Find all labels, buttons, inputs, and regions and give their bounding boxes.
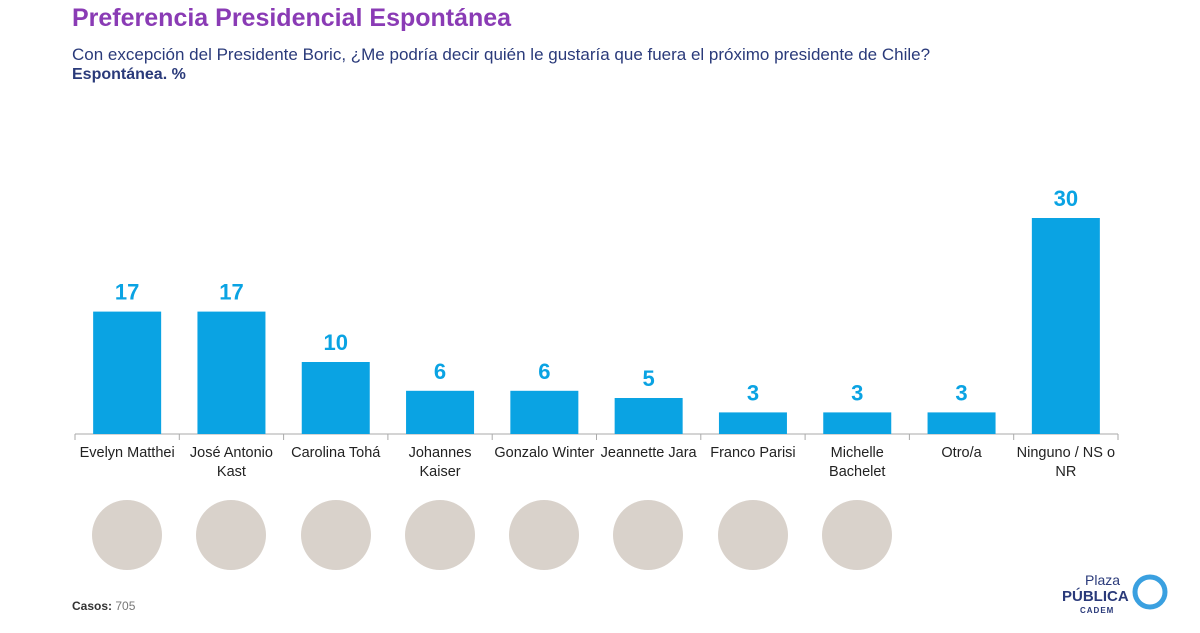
value-label: 6	[434, 359, 446, 384]
photo	[509, 500, 579, 570]
photo	[718, 500, 788, 570]
logo-text: CADEM	[1080, 606, 1115, 615]
value-label: 17	[219, 280, 243, 305]
x-tick-label: Ninguno / NS o NR	[1016, 445, 1116, 480]
photo	[301, 500, 371, 570]
photo	[613, 500, 683, 570]
footer: Casos: 705	[72, 599, 135, 613]
bar	[301, 362, 370, 434]
x-tick-label: Otro/a	[941, 445, 982, 461]
bar	[718, 412, 787, 434]
footer-label: Casos:	[72, 599, 113, 613]
bar	[823, 412, 892, 434]
logo-text: Plaza	[1085, 572, 1121, 588]
bar	[510, 390, 579, 434]
bar	[406, 390, 475, 434]
footer-value: 705	[115, 599, 136, 613]
value-label: 30	[1054, 186, 1078, 211]
unit-note: Espontánea. %	[72, 66, 186, 83]
bar	[197, 311, 266, 434]
bar	[93, 311, 162, 434]
value-label: 17	[115, 280, 139, 305]
logo-mark	[1132, 574, 1168, 610]
x-tick-label: Jeannette Jara	[600, 445, 697, 461]
value-label: 3	[747, 380, 759, 405]
bar	[927, 412, 996, 434]
value-label: 10	[324, 330, 348, 355]
subtitle: Con excepción del Presidente Boric, ¿Me …	[72, 45, 931, 64]
photo	[405, 500, 475, 570]
photo	[92, 500, 162, 570]
bar	[1031, 218, 1100, 434]
x-tick-label: Carolina Tohá	[291, 445, 381, 461]
logo-text: PÚBLICA	[1062, 588, 1129, 605]
value-label: 6	[538, 359, 550, 384]
x-tick-label: Evelyn Matthei	[79, 445, 175, 461]
x-tick-label: José Antonio Kast	[189, 445, 273, 480]
x-tick-label: Gonzalo Winter	[494, 445, 595, 461]
photos	[92, 500, 892, 570]
x-tick-label: Franco Parisi	[710, 445, 796, 461]
photo	[196, 500, 266, 570]
photo	[822, 500, 892, 570]
value-label: 3	[851, 380, 863, 405]
title: Preferencia Presidencial Espontánea	[72, 4, 512, 32]
bar	[614, 398, 683, 434]
x-tick-label: Michelle Bachelet	[829, 445, 886, 480]
x-tick-label: Johannes Kaiser	[408, 445, 472, 480]
value-label: 5	[643, 366, 655, 391]
value-label: 3	[955, 380, 967, 405]
